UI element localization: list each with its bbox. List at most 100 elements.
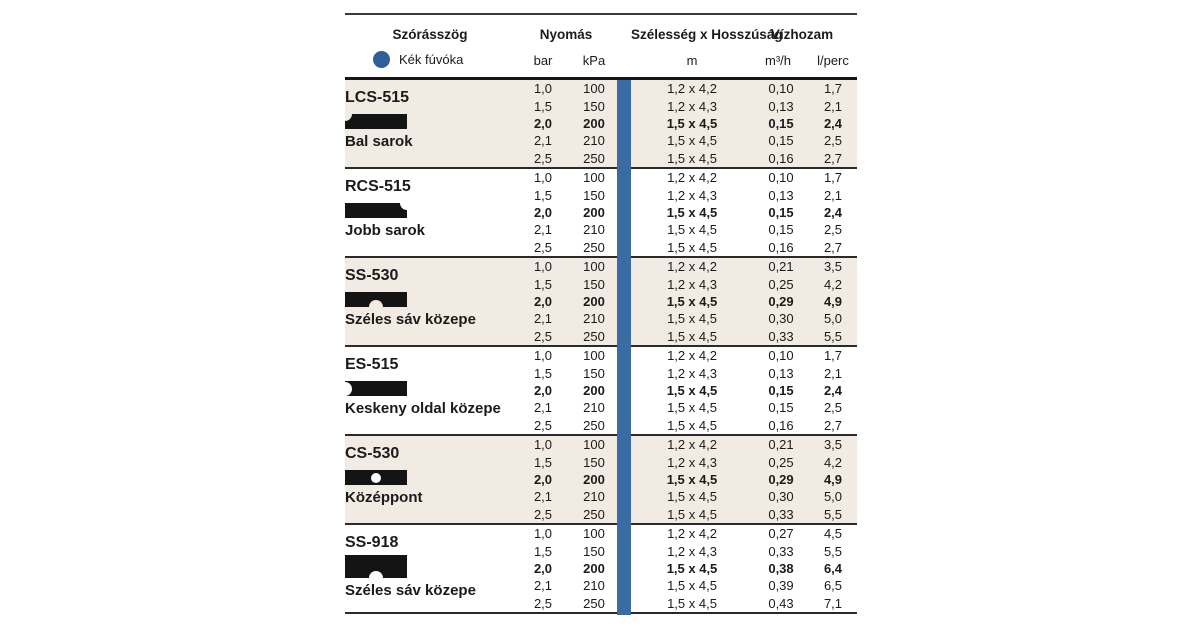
- pressure-kpa-cell: 100: [583, 437, 605, 453]
- dimensions-cell: 1,5 x 4,5: [667, 489, 717, 505]
- spec-row: 1,5 150 1,2 x 4,3 0,13 2,1: [515, 364, 857, 381]
- pressure-kpa-cell: 250: [583, 506, 605, 522]
- product-name-cell: RCS-515 Jobb sarok: [345, 169, 515, 256]
- flow-lperc-cell: 2,5: [823, 400, 843, 416]
- spec-row: 1,5 150 1,2 x 4,3 0,25 4,2: [515, 453, 857, 470]
- pressure-kpa-cell: 210: [583, 578, 605, 594]
- spec-row: 2,5 250 1,5 x 4,5 0,16 2,7: [515, 150, 857, 167]
- flow-m3h-cell: 0,30: [768, 489, 794, 505]
- pressure-bar-cell: 2,1: [533, 222, 553, 238]
- flow-m3h-cell: 0,15: [768, 400, 794, 416]
- product-name-cell: ES-515 Keskeny oldal közepe: [345, 347, 515, 434]
- pressure-kpa-cell: 100: [583, 348, 605, 364]
- product-model: CS-530: [345, 445, 400, 462]
- pressure-kpa-cell: 210: [583, 311, 605, 327]
- flow-lperc-cell: 2,7: [823, 150, 843, 166]
- pressure-kpa-cell: 100: [583, 259, 605, 275]
- unit-kpa: kPa: [582, 53, 606, 68]
- pressure-bar-cell: 1,0: [533, 437, 553, 453]
- dimensions-cell: 1,5 x 4,5: [667, 222, 717, 238]
- dimensions-cell: 1,5 x 4,5: [667, 133, 717, 149]
- flow-lperc-cell: 2,1: [823, 365, 843, 381]
- pressure-kpa-cell: 250: [583, 417, 605, 433]
- product-pattern-label: Jobb sarok: [345, 222, 426, 239]
- flow-lperc-cell: 5,5: [823, 543, 843, 559]
- flow-m3h-cell: 0,15: [768, 382, 794, 398]
- dimensions-cell: 1,2 x 4,2: [667, 259, 717, 275]
- dimensions-cell: 1,2 x 4,3: [667, 365, 717, 381]
- flow-lperc-cell: 5,5: [823, 506, 843, 522]
- dimensions-cell: 1,5 x 4,5: [667, 595, 717, 611]
- pressure-bar-cell: 2,1: [533, 400, 553, 416]
- flow-lperc-cell: 2,5: [823, 133, 843, 149]
- pressure-kpa-cell: 200: [583, 204, 605, 220]
- flow-lperc-cell: 4,2: [823, 454, 843, 470]
- column-header-dimensions: Szélesség x Hosszúság: [631, 27, 783, 42]
- product-pattern-label: Középpont: [345, 489, 423, 506]
- flow-m3h-cell: 0,25: [768, 454, 794, 470]
- blue-nozzle-column-stripe: [617, 80, 631, 615]
- pressure-bar-cell: 1,5: [533, 454, 553, 470]
- dimensions-cell: 1,5 x 4,5: [666, 382, 718, 398]
- pressure-kpa-cell: 150: [583, 187, 605, 203]
- dimensions-cell: 1,5 x 4,5: [666, 204, 718, 220]
- flow-m3h-cell: 0,13: [768, 98, 794, 114]
- flow-lperc-cell: 4,5: [823, 526, 843, 542]
- spec-row: 2,0 200 1,5 x 4,5 0,15 2,4: [515, 204, 857, 221]
- dimensions-cell: 1,2 x 4,2: [667, 348, 717, 364]
- dimensions-cell: 1,2 x 4,2: [667, 170, 717, 186]
- dimensions-cell: 1,5 x 4,5: [666, 115, 718, 131]
- flow-lperc-cell: 5,0: [823, 311, 843, 327]
- dimensions-cell: 1,2 x 4,3: [667, 276, 717, 292]
- product-model: ES-515: [345, 356, 399, 373]
- flow-lperc-cell: 4,2: [823, 276, 843, 292]
- flow-m3h-cell: 0,10: [768, 348, 794, 364]
- flow-lperc-cell: 2,1: [823, 187, 843, 203]
- dimensions-cell: 1,5 x 4,5: [667, 150, 717, 166]
- flow-m3h-cell: 0,21: [768, 259, 794, 275]
- spec-row: 1,0 100 1,2 x 4,2 0,10 1,7: [515, 80, 857, 97]
- center-dot-spray-pattern-icon: [345, 470, 407, 485]
- pressure-bar-cell: 2,0: [533, 115, 553, 131]
- spec-row: 2,1 210 1,5 x 4,5 0,15 2,5: [515, 132, 857, 149]
- product-model: SS-530: [345, 267, 399, 284]
- spec-rows: 1,0 100 1,2 x 4,2 0,27 4,5 1,5 150 1,2 x 4,3 0,3…: [515, 525, 857, 612]
- dimensions-cell: 1,2 x 4,2: [667, 81, 717, 97]
- dimensions-cell: 1,2 x 4,3: [667, 187, 717, 203]
- flow-m3h-cell: 0,39: [768, 578, 794, 594]
- nozzle-spec-table: Szórásszög Nyomás Szélesség x Hosszúság …: [345, 13, 857, 615]
- product-name-cell: CS-530 Középpont: [345, 436, 515, 523]
- flow-lperc-cell: 6,5: [823, 578, 843, 594]
- pressure-bar-cell: 1,0: [533, 81, 553, 97]
- spec-row: 2,1 210 1,5 x 4,5 0,15 2,5: [515, 221, 857, 238]
- pressure-bar-cell: 2,1: [533, 489, 553, 505]
- flow-lperc-cell: 5,5: [823, 328, 843, 344]
- dimensions-cell: 1,2 x 4,3: [667, 98, 717, 114]
- pressure-kpa-cell: 250: [583, 328, 605, 344]
- flow-m3h-cell: 0,25: [768, 276, 794, 292]
- pressure-kpa-cell: 100: [583, 526, 605, 542]
- dimensions-cell: 1,5 x 4,5: [667, 400, 717, 416]
- product-group: SS-530 Széles sáv közepe 1,0 100 1,2 x 4,2…: [345, 258, 857, 347]
- pressure-kpa-cell: 200: [583, 115, 605, 131]
- nozzle-center-dot: [371, 472, 381, 483]
- spec-row: 1,0 100 1,2 x 4,2 0,21 3,5: [515, 258, 857, 275]
- flow-m3h-cell: 0,13: [768, 365, 794, 381]
- pressure-bar-cell: 2,5: [533, 417, 553, 433]
- notch-top-right-spray-pattern-icon: [345, 203, 407, 218]
- pressure-bar-cell: 2,5: [533, 328, 553, 344]
- spec-row: 1,0 100 1,2 x 4,2 0,10 1,7: [515, 347, 857, 364]
- pressure-bar-cell: 2,0: [533, 471, 553, 487]
- flow-m3h-cell: 0,15: [768, 222, 794, 238]
- product-group: LCS-515 Bal sarok 1,0 100 1,2 x 4,2 0,10 1,7…: [345, 80, 857, 169]
- flow-lperc-cell: 2,4: [823, 204, 843, 220]
- flow-lperc-cell: 1,7: [823, 348, 843, 364]
- flow-lperc-cell: 2,7: [823, 239, 843, 255]
- spec-row: 2,5 250 1,5 x 4,5 0,16 2,7: [515, 417, 857, 434]
- pressure-bar-cell: 2,1: [533, 133, 553, 149]
- spec-row: 2,0 200 1,5 x 4,5 0,29 4,9: [515, 293, 857, 310]
- table-header: Szórásszög Nyomás Szélesség x Hosszúság …: [345, 15, 857, 80]
- product-model: SS-918: [345, 534, 399, 551]
- flow-lperc-cell: 2,4: [823, 115, 843, 131]
- unit-lperc: l/perc: [817, 53, 849, 68]
